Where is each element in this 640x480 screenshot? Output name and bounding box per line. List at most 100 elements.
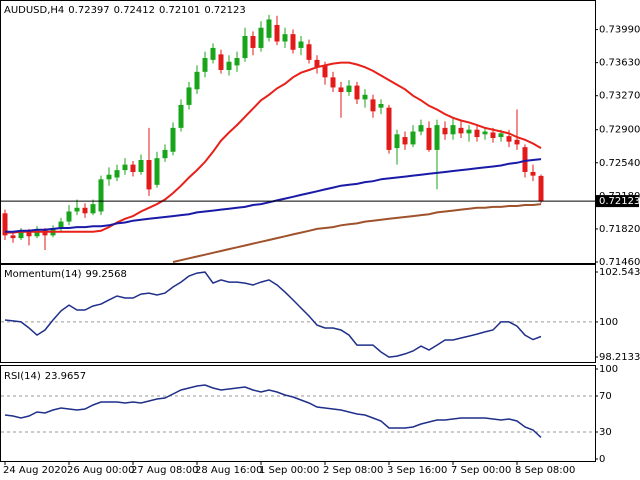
y-tick-label: 100 bbox=[599, 364, 618, 375]
candle-body bbox=[426, 127, 432, 150]
candle-body bbox=[218, 54, 224, 70]
y-tick-label: 100 bbox=[599, 317, 618, 328]
candle-body bbox=[10, 235, 16, 239]
candle-body bbox=[410, 131, 416, 145]
candle-body bbox=[194, 71, 200, 90]
candle-body bbox=[402, 137, 408, 145]
momentum-panel bbox=[0, 264, 596, 363]
candle-body bbox=[146, 160, 152, 190]
candle-body bbox=[330, 77, 336, 88]
candle-body bbox=[282, 34, 288, 42]
candle-body bbox=[346, 85, 352, 93]
indicator-title: RSI(14) bbox=[4, 371, 41, 382]
candle-body bbox=[258, 27, 264, 48]
candle-body bbox=[226, 61, 232, 70]
price-box bbox=[595, 195, 639, 208]
y-tick-label: 0.71820 bbox=[599, 224, 640, 235]
last-close: 0.72123 bbox=[204, 5, 245, 16]
candle-body bbox=[154, 158, 160, 185]
x-tick-label: 2 Sep 08:00 bbox=[323, 465, 383, 476]
candle-body bbox=[90, 204, 96, 214]
indicator-line bbox=[172, 203, 542, 263]
indicator-line bbox=[4, 384, 542, 438]
candle-body bbox=[266, 19, 272, 38]
candle-body bbox=[138, 160, 144, 172]
candle-body bbox=[58, 221, 64, 229]
candle-body bbox=[18, 231, 24, 239]
candle-body bbox=[354, 85, 360, 100]
x-tick-label: 7 Sep 00:00 bbox=[451, 465, 511, 476]
candle-body bbox=[178, 104, 184, 128]
candle-body bbox=[514, 139, 520, 145]
candle-body bbox=[122, 164, 128, 171]
candle-body bbox=[130, 164, 136, 172]
y-tick-label: 0.71460 bbox=[599, 257, 640, 268]
candle-body bbox=[106, 174, 112, 180]
last-low: 0.72101 bbox=[159, 5, 200, 16]
x-tick-label: 3 Sep 16:00 bbox=[387, 465, 447, 476]
last-open: 0.72397 bbox=[68, 5, 109, 16]
candle-body bbox=[98, 179, 104, 212]
indicator-value: 23.9657 bbox=[45, 371, 86, 382]
candle-body bbox=[498, 133, 504, 138]
candle-body bbox=[234, 58, 240, 66]
rsi-panel bbox=[0, 365, 596, 462]
candle-body bbox=[362, 94, 368, 100]
momentum-header: Momentum(14) 99.2568 bbox=[4, 269, 127, 280]
y-tick-label: 98.2133 bbox=[599, 352, 640, 363]
x-tick-label: 24 Aug 2020 bbox=[3, 465, 67, 476]
chart-title: AUDUSD,H4 bbox=[4, 5, 64, 16]
candle-body bbox=[186, 87, 192, 105]
candle-body bbox=[466, 129, 472, 134]
candle-body bbox=[522, 147, 528, 172]
candle-body bbox=[338, 87, 344, 93]
candle-body bbox=[434, 125, 440, 150]
candle-body bbox=[34, 229, 40, 237]
candle-body bbox=[66, 211, 72, 222]
y-tick-label: 0.73990 bbox=[599, 25, 640, 36]
x-tick-label: 28 Aug 16:00 bbox=[195, 465, 262, 476]
indicator-value: 99.2568 bbox=[86, 269, 127, 280]
candle-body bbox=[442, 127, 448, 135]
indicator-line bbox=[4, 271, 542, 358]
x-tick-label: 1 Sep 00:00 bbox=[259, 465, 319, 476]
candle-body bbox=[386, 107, 392, 150]
last-high: 0.72412 bbox=[114, 5, 155, 16]
price-panel bbox=[0, 0, 596, 264]
candle-body bbox=[290, 34, 296, 50]
candle-body bbox=[450, 125, 456, 135]
price-label: 0.72123 bbox=[599, 196, 640, 207]
candle-body bbox=[322, 65, 328, 78]
y-tick-label: 0.72900 bbox=[599, 125, 640, 136]
candle-body bbox=[250, 35, 256, 48]
x-tick-label: 26 Aug 00:00 bbox=[67, 465, 134, 476]
candle-body bbox=[538, 175, 544, 202]
candle-body bbox=[82, 207, 88, 214]
candle-body bbox=[210, 47, 216, 60]
y-tick-label: 70 bbox=[599, 391, 612, 402]
indicator-line bbox=[5, 61, 542, 234]
candle-body bbox=[378, 103, 384, 108]
y-tick-label: 0.73270 bbox=[599, 91, 640, 102]
y-tick-label: 0.72540 bbox=[599, 158, 640, 169]
y-tick-label: 102.5439 bbox=[599, 267, 640, 278]
candle-body bbox=[506, 136, 512, 142]
candle-body bbox=[314, 59, 320, 68]
candle-body bbox=[274, 24, 280, 42]
candle-body bbox=[162, 149, 168, 159]
candle-body bbox=[530, 171, 536, 176]
candle-body bbox=[2, 213, 8, 236]
candle-body bbox=[170, 127, 176, 152]
candle-body bbox=[306, 44, 312, 60]
candle-body bbox=[482, 131, 488, 135]
candle-body bbox=[114, 170, 120, 178]
indicator-title: Momentum(14) bbox=[4, 269, 82, 280]
candle-body bbox=[458, 127, 464, 134]
candle-body bbox=[26, 231, 32, 237]
x-tick-label: 8 Sep 08:00 bbox=[515, 465, 575, 476]
candle-body bbox=[370, 99, 376, 112]
candle-body bbox=[474, 129, 480, 138]
x-tick-label: 27 Aug 08:00 bbox=[131, 465, 198, 476]
